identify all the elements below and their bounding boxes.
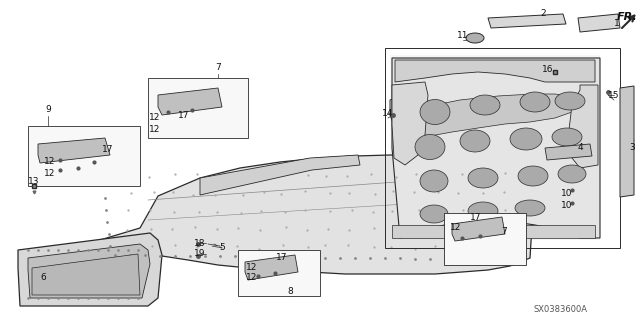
Text: 9: 9 <box>45 106 51 115</box>
Text: 7: 7 <box>501 227 507 236</box>
Bar <box>385 48 620 248</box>
Text: 3: 3 <box>629 144 635 152</box>
Text: 16: 16 <box>542 65 554 75</box>
Text: 12: 12 <box>149 114 161 122</box>
Text: 17: 17 <box>102 145 114 154</box>
Polygon shape <box>100 155 535 274</box>
Polygon shape <box>488 14 566 28</box>
Polygon shape <box>38 138 110 163</box>
Text: 6: 6 <box>40 273 46 283</box>
Ellipse shape <box>468 202 498 220</box>
Ellipse shape <box>470 95 500 115</box>
Ellipse shape <box>420 170 448 192</box>
Text: 13: 13 <box>28 177 40 187</box>
Polygon shape <box>18 233 162 306</box>
Text: 18: 18 <box>195 239 205 248</box>
Text: 10: 10 <box>561 189 573 198</box>
Text: 8: 8 <box>287 287 293 296</box>
Ellipse shape <box>415 135 445 160</box>
Ellipse shape <box>558 165 586 183</box>
Ellipse shape <box>420 205 448 223</box>
Polygon shape <box>578 14 620 32</box>
Polygon shape <box>392 82 428 165</box>
Polygon shape <box>390 65 590 138</box>
Text: 2: 2 <box>540 10 546 19</box>
Ellipse shape <box>520 92 550 112</box>
Ellipse shape <box>420 100 450 124</box>
Bar <box>148 78 248 138</box>
Text: FR.: FR. <box>617 12 637 22</box>
Polygon shape <box>28 244 150 298</box>
Ellipse shape <box>555 92 585 110</box>
Text: 12: 12 <box>246 263 258 272</box>
Polygon shape <box>395 60 595 82</box>
Polygon shape <box>158 88 222 115</box>
Polygon shape <box>390 55 600 240</box>
Text: 12: 12 <box>44 158 56 167</box>
Text: 17: 17 <box>179 110 189 120</box>
Ellipse shape <box>552 128 582 146</box>
Text: 11: 11 <box>457 31 468 40</box>
Text: 15: 15 <box>608 91 620 100</box>
Text: 14: 14 <box>382 108 394 117</box>
Polygon shape <box>405 94 578 136</box>
Ellipse shape <box>468 168 498 188</box>
Polygon shape <box>200 155 360 195</box>
Text: 12: 12 <box>451 224 461 233</box>
Text: SX0383600A: SX0383600A <box>533 306 587 315</box>
Text: 17: 17 <box>276 254 288 263</box>
Ellipse shape <box>466 33 484 43</box>
Text: 19: 19 <box>195 249 205 258</box>
Ellipse shape <box>510 128 542 150</box>
Text: 4: 4 <box>577 144 583 152</box>
Ellipse shape <box>515 200 545 216</box>
Text: 10: 10 <box>561 201 573 210</box>
Text: 12: 12 <box>246 273 258 283</box>
Ellipse shape <box>460 130 490 152</box>
Text: 7: 7 <box>215 63 221 72</box>
Polygon shape <box>452 217 505 241</box>
Polygon shape <box>245 255 298 280</box>
Text: 12: 12 <box>44 168 56 177</box>
Bar <box>28 126 140 186</box>
Polygon shape <box>392 58 600 238</box>
Bar <box>444 213 526 265</box>
Text: 12: 12 <box>149 125 161 135</box>
Text: 17: 17 <box>470 213 482 222</box>
Polygon shape <box>568 85 598 168</box>
Polygon shape <box>392 225 595 238</box>
Polygon shape <box>32 254 140 295</box>
Polygon shape <box>620 86 634 197</box>
Text: 1: 1 <box>614 19 620 27</box>
Bar <box>238 250 320 296</box>
Polygon shape <box>545 144 592 160</box>
Ellipse shape <box>518 166 548 186</box>
Text: 5: 5 <box>219 243 225 253</box>
